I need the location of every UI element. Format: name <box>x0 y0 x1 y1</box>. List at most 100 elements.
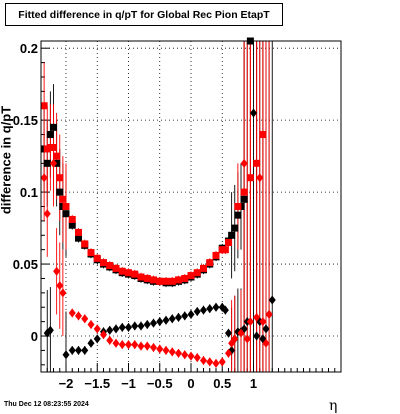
data-point-square <box>50 123 57 131</box>
data-point-diamond <box>100 330 107 340</box>
data-point-diamond <box>187 351 195 361</box>
data-point-diamond <box>262 338 270 348</box>
data-point-diamond <box>40 173 48 183</box>
data-point-diamond <box>193 307 201 317</box>
data-point-diamond <box>212 302 220 312</box>
x-tick-label: 0.5 <box>213 376 231 391</box>
data-point-diamond <box>150 318 157 328</box>
data-point-square <box>81 240 89 248</box>
data-point-diamond <box>125 340 132 350</box>
data-point-square <box>187 272 195 280</box>
data-point-diamond <box>75 345 82 355</box>
data-point-diamond <box>156 317 164 327</box>
data-point-square <box>193 269 201 277</box>
data-point-square <box>131 270 139 278</box>
data-point-diamond <box>118 322 126 332</box>
data-point-diamond <box>200 355 207 365</box>
x-tick-label: −1 <box>121 376 136 391</box>
x-tick-label: −2 <box>59 376 74 391</box>
data-point-square <box>206 259 214 267</box>
data-point-square <box>156 277 164 285</box>
data-point-diamond <box>221 305 229 315</box>
data-point-square <box>56 174 64 182</box>
data-point-diamond <box>81 345 89 355</box>
x-tick-label: −1.5 <box>84 376 110 391</box>
y-tick-label: 0.1 <box>20 185 38 200</box>
data-point-diamond <box>162 315 170 325</box>
x-tick-label: −0.5 <box>147 376 173 391</box>
data-point-diamond <box>265 309 273 319</box>
data-point-square <box>100 259 107 267</box>
data-point-diamond <box>218 357 226 367</box>
y-tick-label: 0.2 <box>20 41 38 56</box>
data-point-diamond <box>131 340 139 350</box>
data-point-square <box>162 277 170 285</box>
data-point-diamond <box>193 353 201 363</box>
data-point-square <box>246 174 254 182</box>
data-point-diamond <box>225 328 232 338</box>
data-point-diamond <box>137 341 145 351</box>
data-point-diamond <box>162 345 170 355</box>
data-point-diamond <box>200 305 207 315</box>
data-point-square <box>112 264 120 272</box>
data-point-diamond <box>112 324 120 334</box>
data-point-square <box>118 267 126 275</box>
x-tick-label: 1 <box>250 376 257 391</box>
plot-frame <box>40 40 342 373</box>
data-point-square <box>150 276 157 284</box>
data-point-square <box>46 131 54 139</box>
data-point-diamond <box>181 311 189 321</box>
data-point-diamond <box>212 358 220 368</box>
data-point-diamond <box>156 344 164 354</box>
data-point-square <box>56 188 64 196</box>
data-point-square <box>212 251 220 259</box>
data-point-square <box>253 159 261 167</box>
y-tick-label: 0.05 <box>13 257 38 272</box>
data-point-diamond <box>168 347 176 357</box>
data-point-diamond <box>68 308 76 318</box>
data-point-square <box>137 273 145 281</box>
y-tick-label: 0 <box>31 329 38 344</box>
data-point-diamond <box>106 335 114 345</box>
data-point-square <box>50 143 57 151</box>
data-point-square <box>231 224 239 232</box>
data-point-diamond <box>231 334 239 344</box>
data-point-diamond <box>62 350 70 360</box>
data-point-diamond <box>143 320 151 330</box>
data-point-diamond <box>93 324 101 334</box>
data-point-diamond <box>75 311 82 321</box>
data-point-square <box>43 159 51 167</box>
data-point-square <box>68 215 76 223</box>
data-point-square <box>234 211 242 219</box>
data-point-diamond <box>93 334 101 344</box>
data-point-diamond <box>131 321 139 331</box>
data-point-diamond <box>237 328 245 338</box>
data-point-square <box>93 254 101 262</box>
data-point-diamond <box>150 343 157 353</box>
data-point-diamond <box>125 322 132 332</box>
data-point-square <box>75 234 82 242</box>
x-axis-label: η <box>329 398 338 414</box>
data-point-square <box>62 210 70 218</box>
chart-title: Fitted difference in q/pT for Global Rec… <box>5 3 283 26</box>
data-point-diamond <box>253 331 261 341</box>
data-point-diamond <box>53 266 61 276</box>
data-point-square <box>225 238 232 246</box>
data-point-diamond <box>206 357 214 367</box>
data-point-diamond <box>143 341 151 351</box>
x-tick-label: 0 <box>187 376 194 391</box>
y-tick-label: 0.15 <box>13 113 38 128</box>
data-point-square <box>106 262 114 270</box>
data-point-diamond <box>87 320 95 330</box>
data-point-diamond <box>168 314 176 324</box>
data-point-square <box>175 276 182 284</box>
data-point-diamond <box>175 348 182 358</box>
data-point-diamond <box>225 348 232 358</box>
data-point-diamond <box>106 325 114 335</box>
data-point-diamond <box>87 338 95 348</box>
timestamp: Thu Dec 12 08:23:55 2024 <box>4 401 89 408</box>
data-point-square <box>259 131 267 139</box>
data-point-diamond <box>46 325 54 335</box>
data-point-diamond <box>56 281 64 291</box>
